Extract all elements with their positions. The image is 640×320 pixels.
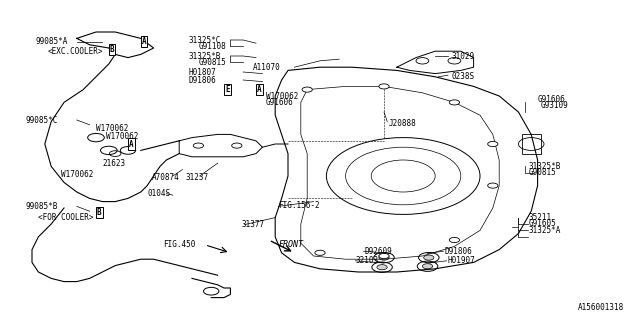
Circle shape: [449, 100, 460, 105]
Circle shape: [449, 237, 460, 243]
Circle shape: [379, 255, 389, 260]
Text: G91108: G91108: [198, 42, 226, 51]
Text: G90815: G90815: [529, 168, 556, 177]
Text: G91606: G91606: [266, 98, 293, 107]
Text: 0238S: 0238S: [451, 72, 474, 81]
Text: G91606: G91606: [538, 95, 565, 104]
Text: W170062: W170062: [106, 132, 138, 140]
Text: B: B: [97, 208, 102, 217]
Text: 31325*A: 31325*A: [529, 226, 561, 235]
Text: 99085*B: 99085*B: [26, 202, 58, 211]
Text: W170062: W170062: [96, 124, 129, 132]
Text: W170062: W170062: [61, 170, 93, 179]
Text: A: A: [141, 37, 147, 46]
Circle shape: [302, 87, 312, 92]
Text: D91806: D91806: [445, 247, 472, 256]
Text: 99085*C: 99085*C: [26, 116, 58, 124]
Text: A70874: A70874: [152, 173, 179, 182]
Text: G90815: G90815: [198, 58, 226, 67]
Text: 31325*C: 31325*C: [189, 36, 221, 44]
Text: 99085*A: 99085*A: [35, 37, 68, 46]
Circle shape: [377, 265, 387, 270]
Text: A: A: [129, 140, 134, 148]
Circle shape: [422, 264, 433, 269]
Text: J20888: J20888: [389, 119, 417, 128]
Circle shape: [424, 255, 434, 260]
Bar: [522, 134, 541, 154]
Text: FIG.450: FIG.450: [163, 240, 195, 249]
Text: A11070: A11070: [253, 63, 280, 72]
Text: A156001318: A156001318: [578, 303, 624, 312]
Circle shape: [315, 250, 325, 255]
Text: 21623: 21623: [102, 159, 125, 168]
Text: 35211: 35211: [529, 213, 552, 222]
Text: 31325*B: 31325*B: [529, 162, 561, 171]
Text: G91605: G91605: [529, 220, 556, 228]
Text: H01907: H01907: [448, 256, 476, 265]
Circle shape: [379, 253, 389, 259]
Text: <FOR COOLER>: <FOR COOLER>: [38, 213, 94, 222]
Text: G93109: G93109: [541, 101, 568, 110]
Text: 32103: 32103: [355, 256, 378, 265]
Text: D92609: D92609: [365, 247, 392, 256]
Text: 0104S: 0104S: [147, 189, 170, 198]
Circle shape: [488, 141, 498, 147]
Text: FRONT: FRONT: [278, 240, 303, 249]
Text: B: B: [109, 45, 115, 54]
Text: 31377: 31377: [242, 220, 265, 229]
Text: 31029: 31029: [451, 52, 474, 60]
Text: A: A: [257, 85, 262, 94]
Text: 31325*B: 31325*B: [189, 52, 221, 60]
Text: D91806: D91806: [189, 76, 216, 84]
Circle shape: [488, 183, 498, 188]
Text: 31237: 31237: [186, 173, 209, 182]
Text: E: E: [225, 85, 230, 94]
Text: FIG.156-2: FIG.156-2: [278, 201, 320, 210]
Text: H01807: H01807: [189, 68, 216, 76]
Text: <EXC.COOLER>: <EXC.COOLER>: [48, 47, 104, 56]
Text: W170062: W170062: [266, 92, 298, 100]
Circle shape: [379, 84, 389, 89]
